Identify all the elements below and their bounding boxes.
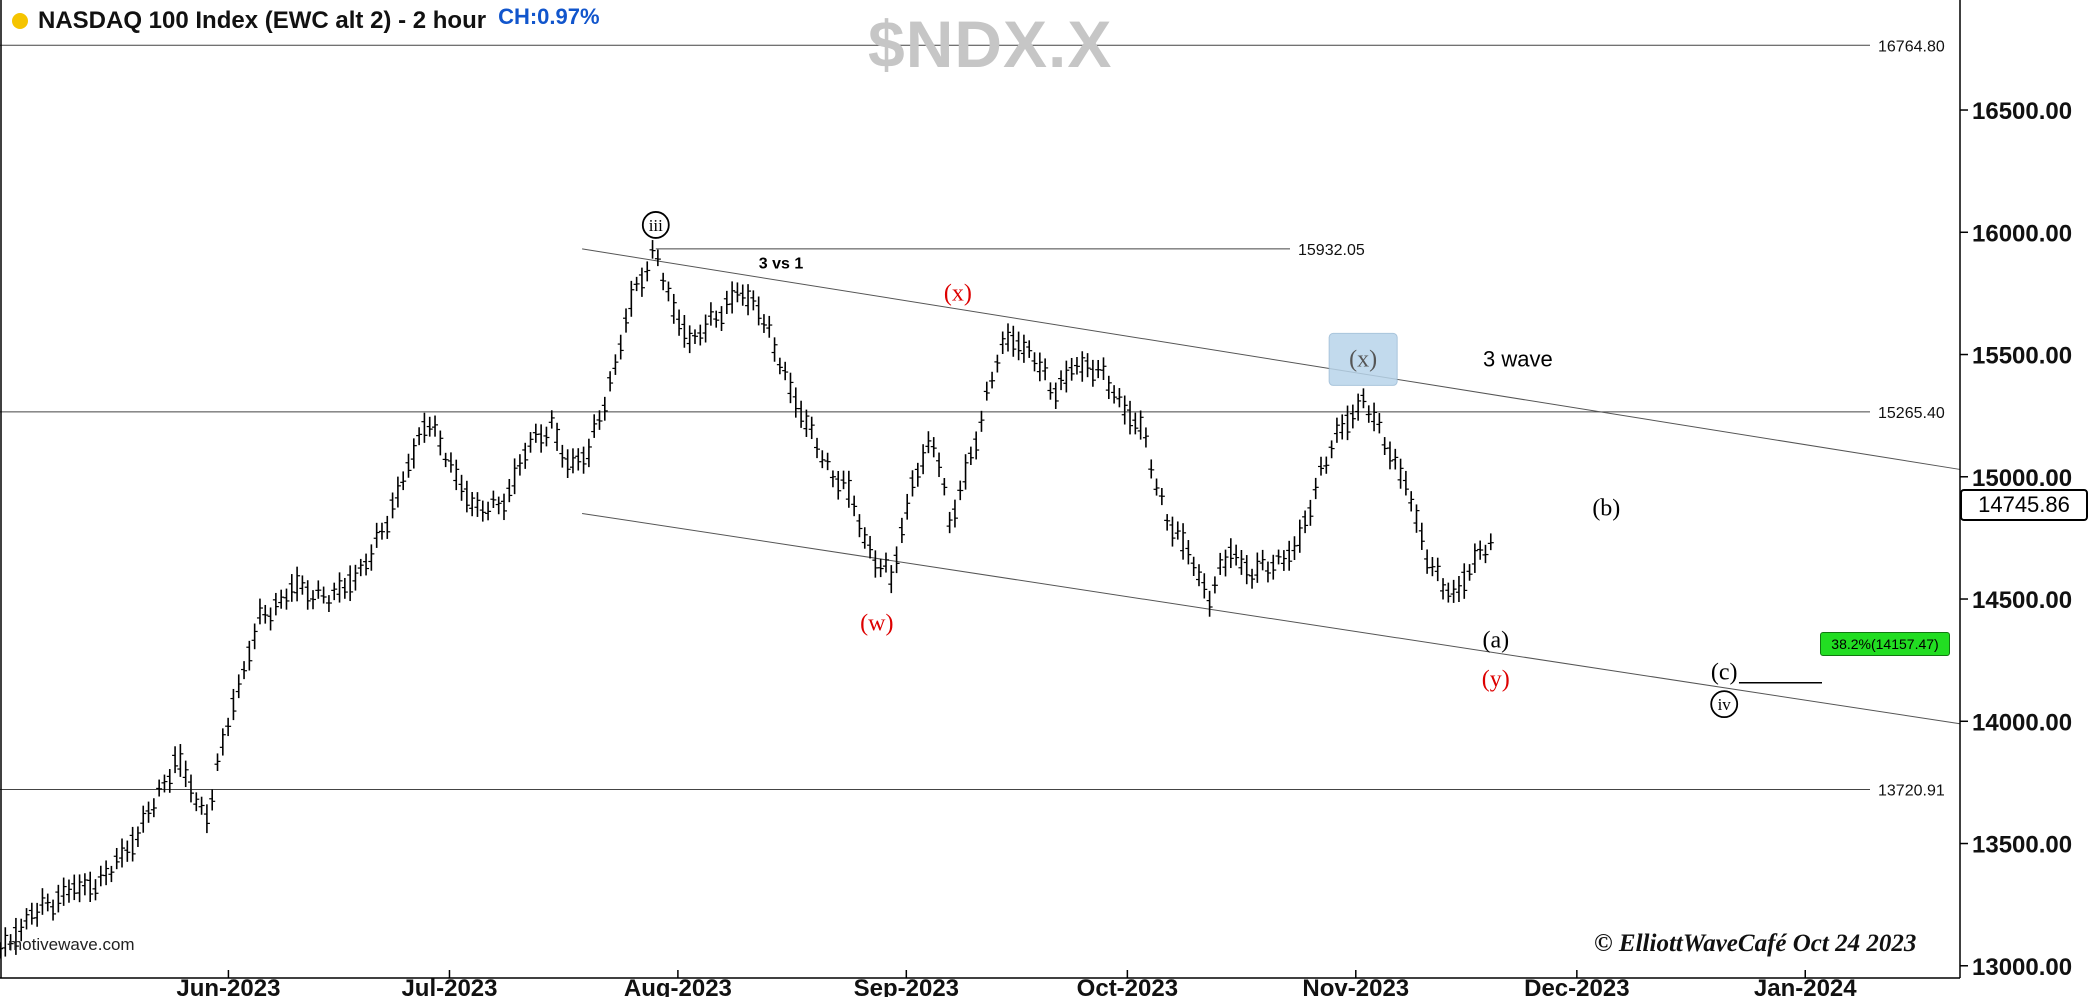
wave-label: (x): [944, 280, 972, 306]
level-label: 15265.40: [1878, 405, 1945, 422]
change-percent: CH:0.97%: [498, 4, 600, 29]
x-tick-label: Nov-2023: [1302, 975, 1409, 997]
chart-header: NASDAQ 100 Index (EWC alt 2) - 2 hour CH…: [12, 4, 600, 38]
source-credit: motivewave.com: [8, 935, 135, 954]
horizontal-levels: 16764.80 15932.05 15265.40 13720.91: [0, 38, 1945, 800]
channel-line: [582, 248, 1961, 470]
y-tick-label: 14500.00: [1972, 587, 2072, 614]
y-tick-label: 13000.00: [1972, 954, 2072, 981]
wave-label: (x): [1349, 346, 1377, 372]
wave-label: (y): [1482, 667, 1510, 693]
x-tick-label: Aug-2023: [624, 975, 732, 997]
y-tick-label: 13500.00: [1972, 832, 2072, 859]
x-tick-label: Dec-2023: [1524, 975, 1629, 997]
wave-label: (a): [1482, 628, 1509, 654]
y-tick-label: 16000.00: [1972, 220, 2072, 247]
wave-label: iii: [649, 216, 663, 235]
wave-label: 3 wave: [1483, 346, 1553, 371]
wave-circle-marker: [1710, 690, 1739, 719]
price-bars: [0, 240, 1494, 959]
wave-highlight-box: [1328, 332, 1398, 386]
level-label: 15932.05: [1298, 242, 1365, 259]
x-tick-label: Oct-2023: [1077, 975, 1178, 997]
level-label: 16764.80: [1878, 38, 1945, 55]
last-price-badge: 14745.86: [1960, 489, 2088, 521]
y-tick-label: 16500.00: [1972, 98, 2072, 125]
wave-label: (c): [1711, 659, 1738, 685]
x-tick-label: Jan-2024: [1754, 975, 1857, 997]
level-label: 13720.91: [1878, 783, 1945, 800]
x-tick-label: Jun-2023: [176, 975, 280, 997]
x-tick-label: Jul-2023: [401, 975, 497, 997]
wave-label: (w): [860, 610, 893, 636]
wave-label: iv: [1718, 695, 1732, 714]
wave-circle-marker: [641, 211, 670, 239]
copyright-text: © ElliottWaveCafé Oct 24 2023: [1594, 930, 1917, 957]
wave-label: 3 vs 1: [759, 256, 804, 273]
y-tick-label: 15500.00: [1972, 343, 2072, 370]
y-tick-label: 14000.00: [1972, 709, 2072, 736]
channel-line: [582, 512, 1961, 725]
fib-target-badge: 38.2%(14157.47): [1820, 632, 1950, 656]
channel-lines: [582, 248, 1961, 725]
y-tick-label: 15000.00: [1972, 465, 2072, 492]
x-tick-label: Sep-2023: [854, 975, 959, 997]
status-dot-icon: [12, 13, 28, 29]
symbol-watermark: $NDX.X: [868, 7, 1113, 81]
wave-label: (b): [1592, 496, 1620, 522]
chart-title: NASDAQ 100 Index (EWC alt 2) - 2 hour: [38, 7, 487, 34]
